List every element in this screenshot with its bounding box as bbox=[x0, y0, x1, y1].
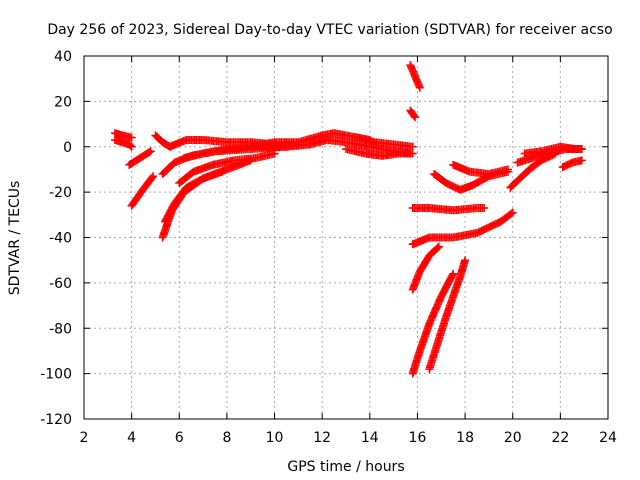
x-tick-label: 22 bbox=[551, 430, 569, 446]
data-point bbox=[408, 149, 417, 158]
data-points bbox=[110, 61, 586, 378]
data-point bbox=[508, 208, 517, 217]
y-tick-label: -20 bbox=[49, 185, 72, 201]
data-point bbox=[577, 145, 586, 154]
track-t17 bbox=[406, 106, 420, 122]
x-tick-label: 4 bbox=[127, 430, 136, 446]
track-t27 bbox=[520, 142, 586, 158]
x-tick-label: 20 bbox=[504, 430, 522, 446]
data-point bbox=[415, 83, 424, 92]
track-t4 bbox=[127, 172, 158, 210]
track-t19 bbox=[425, 256, 470, 374]
data-point bbox=[148, 173, 157, 182]
track-t2 bbox=[110, 129, 136, 142]
x-axis-ticks: 2 4 6 8 10 12 14 16 18 20 22 24 bbox=[80, 56, 617, 446]
data-point bbox=[434, 242, 443, 251]
track-t28 bbox=[558, 156, 586, 172]
data-point bbox=[411, 113, 420, 122]
x-tick-label: 16 bbox=[409, 430, 427, 446]
track-t15 bbox=[353, 133, 417, 151]
track-t14 bbox=[342, 145, 417, 160]
x-axis-label: GPS time / hours bbox=[287, 459, 404, 475]
data-point bbox=[145, 148, 154, 157]
data-point bbox=[127, 142, 136, 151]
x-tick-label: 18 bbox=[456, 430, 474, 446]
x-tick-label: 24 bbox=[599, 430, 617, 446]
data-point bbox=[270, 149, 279, 158]
data-point bbox=[410, 111, 419, 120]
x-tick-label: 12 bbox=[313, 430, 331, 446]
track-t10 bbox=[175, 149, 279, 188]
track-t9 bbox=[160, 167, 227, 226]
track-t3 bbox=[125, 147, 155, 169]
x-tick-label: 14 bbox=[361, 430, 379, 446]
track-t1 bbox=[110, 135, 136, 151]
x-tick-label: 10 bbox=[266, 430, 284, 446]
track-t20 bbox=[408, 242, 443, 294]
data-point bbox=[507, 209, 516, 218]
data-point bbox=[449, 269, 458, 278]
y-tick-label: 20 bbox=[54, 94, 72, 110]
track-t16 bbox=[406, 61, 424, 92]
data-point bbox=[126, 141, 135, 150]
data-point bbox=[503, 165, 512, 174]
y-tick-label: 0 bbox=[63, 140, 72, 156]
track-t24 bbox=[449, 160, 512, 178]
y-axis-ticks: -120 -100 -80 -60 -40 -20 0 20 40 bbox=[40, 49, 608, 428]
data-point bbox=[408, 142, 417, 151]
y-tick-label: -40 bbox=[49, 231, 72, 247]
x-tick-label: 8 bbox=[222, 430, 231, 446]
y-tick-label: 40 bbox=[54, 49, 72, 65]
x-tick-label: 6 bbox=[175, 430, 184, 446]
track-t18 bbox=[408, 269, 458, 378]
data-point bbox=[448, 271, 457, 280]
y-tick-label: -80 bbox=[49, 321, 72, 337]
y-tick-label: -120 bbox=[40, 412, 72, 428]
track-t21 bbox=[408, 208, 517, 249]
x-tick-label: 2 bbox=[80, 430, 89, 446]
data-point bbox=[218, 167, 227, 176]
chart-title: Day 256 of 2023, Sidereal Day-to-day VTE… bbox=[47, 22, 612, 38]
y-axis-label: SDTVAR / TECUs bbox=[7, 181, 23, 296]
y-tick-label: -60 bbox=[49, 276, 72, 292]
data-point bbox=[461, 256, 470, 265]
data-point bbox=[127, 133, 136, 142]
data-point bbox=[146, 147, 155, 156]
track-t13 bbox=[282, 135, 415, 158]
track-t22 bbox=[408, 204, 489, 215]
data-point bbox=[433, 243, 442, 252]
data-point bbox=[577, 156, 586, 165]
data-point bbox=[480, 204, 489, 213]
y-tick-label: -100 bbox=[40, 367, 72, 383]
data-point bbox=[149, 172, 158, 181]
